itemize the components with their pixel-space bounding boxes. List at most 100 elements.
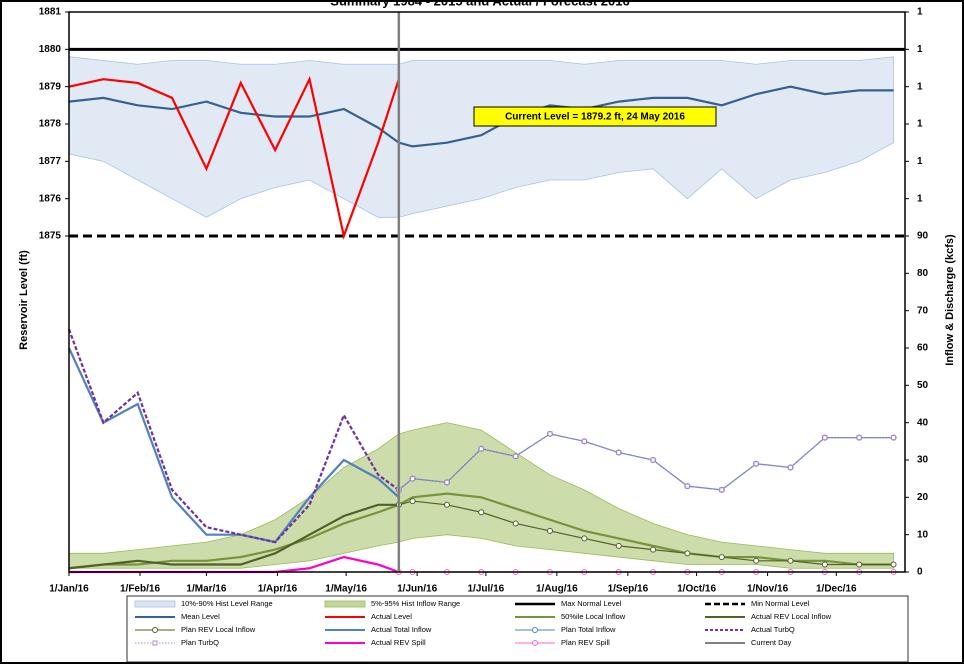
series-marker [581, 438, 587, 444]
x-tick-label: 1/Oct/16 [677, 584, 716, 595]
annotation: Current Level = 1879.2 ft, 24 May 2016 [505, 112, 685, 123]
legend-item: Actual REV Spill [325, 638, 426, 647]
legend-item: Plan TurbQ [135, 638, 219, 647]
series-marker [444, 479, 450, 485]
series-line [68, 503, 399, 570]
x-tick-label: 1/Jan/16 [49, 584, 89, 595]
y2-tick-label: 1 [917, 156, 923, 167]
y2-tick-label: 20 [917, 492, 929, 503]
y2-tick-label: 40 [917, 417, 929, 428]
legend-label: Actual Total Inflow [371, 625, 432, 634]
series-marker [891, 435, 897, 441]
y-tick-label: 1877 [39, 156, 62, 167]
plot-area [67, 12, 905, 575]
series-line [398, 500, 894, 566]
y-tick-label: 1881 [39, 7, 62, 18]
legend-item: Actual Level [325, 612, 412, 621]
series-marker [856, 435, 862, 441]
series-marker [753, 557, 760, 564]
y-axis-label: Reservoir Level (ft) [18, 250, 30, 350]
y2-tick-label: 1 [917, 44, 923, 55]
x-tick-label: 1/Sep/16 [608, 584, 649, 595]
series-marker [615, 542, 622, 549]
series-marker [478, 509, 485, 516]
legend-label: 5%-95% Hist Inflow Range [371, 599, 460, 608]
series-line [398, 433, 894, 491]
series-marker [581, 535, 588, 542]
y2-tick-label: 80 [917, 268, 929, 279]
legend-item: Mean Level [135, 612, 220, 621]
legend-label: Plan TurbQ [181, 638, 219, 647]
y2-tick-label: 1 [917, 193, 923, 204]
series-line [67, 328, 400, 544]
legend-marker [532, 640, 538, 646]
series-marker [684, 550, 691, 557]
y2-tick-label: 1 [917, 119, 923, 130]
plot-frame [68, 11, 906, 573]
legend-item: 50%ile Local Inflow [515, 612, 626, 621]
y2-tick-label: 0 [917, 567, 923, 578]
annotation-box [473, 106, 717, 127]
x-tick-label: 1/Dec/16 [816, 584, 857, 595]
series-marker [650, 457, 656, 463]
y-tick-label: 1878 [39, 119, 62, 130]
series-marker [513, 453, 519, 459]
series-marker [718, 554, 725, 561]
legend-label: Mean Level [181, 612, 220, 621]
series-line [68, 75, 400, 240]
x-tick-label: 1/Jul/16 [468, 584, 505, 595]
series-marker [547, 431, 553, 437]
y2-tick-label: 10 [917, 529, 929, 540]
series-marker [410, 476, 416, 482]
legend-marker [152, 640, 158, 646]
series-marker [512, 520, 519, 527]
legend-label: Plan REV Local Inflow [181, 625, 256, 634]
series-line [68, 492, 894, 570]
y2-tick-label: 30 [917, 455, 929, 466]
series-marker [787, 557, 794, 564]
x-tick-label: 1/Mar/16 [186, 584, 226, 595]
series-marker [753, 461, 759, 467]
x-tick-label: 1/Feb/16 [120, 584, 160, 595]
legend-label: Plan Total Inflow [561, 625, 616, 634]
legend-swatch [134, 600, 176, 608]
series-marker [650, 546, 657, 553]
y-tick-label: 1876 [39, 193, 62, 204]
series-marker [890, 561, 897, 568]
legend-item: Min Normal Level [705, 599, 810, 608]
x-tick-label: 1/Jun/16 [397, 584, 437, 595]
series-marker [856, 561, 863, 568]
legend-item: Current Day [705, 638, 792, 647]
legend-item: Plan REV Local Inflow [135, 625, 256, 634]
y2-tick-label: 60 [917, 343, 929, 354]
series-line [68, 85, 894, 148]
y2-tick-label: 50 [917, 380, 929, 391]
legend-label: Min Normal Level [751, 599, 810, 608]
legend-label: Actual TurbQ [751, 625, 795, 634]
legend-swatch [324, 600, 366, 608]
legend-item: Actual REV Local Inflow [705, 612, 832, 621]
legend-label: Plan REV Spill [561, 638, 610, 647]
legend-label: Actual Level [371, 612, 412, 621]
series-marker [684, 483, 690, 489]
y2-tick-label: 70 [917, 305, 929, 316]
series-marker [822, 435, 828, 441]
legend-label: Current Day [751, 638, 792, 647]
series-marker [821, 561, 828, 568]
y-tick-label: 1880 [39, 44, 62, 55]
y2-tick-label: 1 [917, 81, 923, 92]
legend-item: 10%-90% Hist Level Range [134, 599, 273, 608]
legend-box [126, 595, 909, 663]
series-marker [787, 464, 793, 470]
legend-item: Actual TurbQ [705, 625, 795, 634]
series-marker [409, 498, 416, 505]
legend-label: 50%ile Local Inflow [561, 612, 626, 621]
legend-item: Actual Total Inflow [325, 625, 432, 634]
y2-tick-label: 1 [917, 7, 923, 18]
series-marker [616, 450, 622, 456]
x-tick-label: 1/Nov/16 [747, 584, 789, 595]
legend-item: 5%-95% Hist Inflow Range [324, 599, 460, 608]
y2-axis-label: Inflow & Discharge (kcfs) [944, 234, 956, 366]
legend-item: Plan Total Inflow [515, 625, 616, 634]
